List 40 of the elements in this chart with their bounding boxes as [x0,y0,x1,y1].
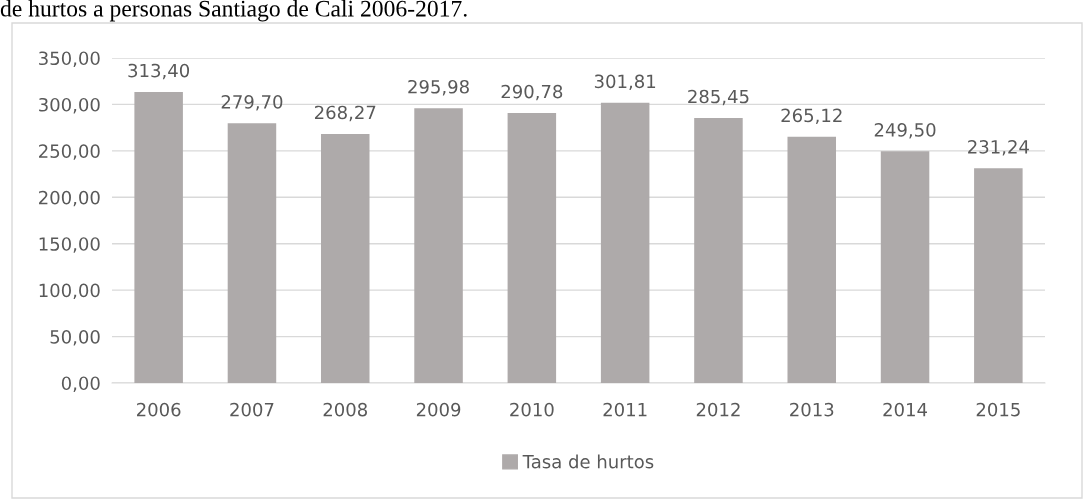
data-label: 295,98 [408,79,469,96]
bar [320,133,370,383]
x-tick-label: 2008 [323,402,367,417]
bar [507,112,557,383]
x-tick-label: 2013 [790,402,834,417]
y-tick-label: 250,00 [39,144,100,160]
bar [227,123,277,383]
y-tick-label: 50,00 [50,330,100,346]
bar [694,117,743,383]
x-tick-label: 2006 [137,402,181,417]
data-label: 279,70 [221,95,283,111]
bar [880,151,930,383]
y-tick-label: 0,00 [61,376,100,392]
bar [134,91,183,383]
y-tick-label: 300,00 [39,97,100,114]
bar [974,168,1023,383]
data-label: 265,12 [781,108,842,125]
data-label: 285,45 [688,89,749,106]
x-tick-label: 2010 [510,402,554,417]
bar [600,102,650,383]
data-label: 231,24 [968,140,1029,156]
data-label: 290,78 [501,84,563,101]
y-tick-label: 100,00 [39,283,100,300]
bar [787,136,837,383]
data-label: 249,50 [874,123,936,139]
x-tick-label: 2012 [696,402,740,417]
legend-label: Tasa de hurtos [522,454,654,469]
x-tick-label: 2015 [976,402,1020,417]
x-tick-label: 2011 [603,402,647,417]
data-label: 301,81 [594,74,656,90]
bar [414,108,463,383]
data-label: 313,40 [128,63,190,80]
data-label: 268,27 [314,105,376,122]
x-tick-label: 2014 [883,402,928,417]
y-tick-label: 350,00 [39,51,100,67]
y-tick-label: 150,00 [39,237,100,253]
x-tick-label: 2009 [416,402,461,417]
chart-title: de hurtos a personas Santiago de Cali 2006-2017. [0,0,467,22]
y-tick-label: 200,00 [39,190,100,207]
x-tick-label: 2007 [230,402,274,417]
